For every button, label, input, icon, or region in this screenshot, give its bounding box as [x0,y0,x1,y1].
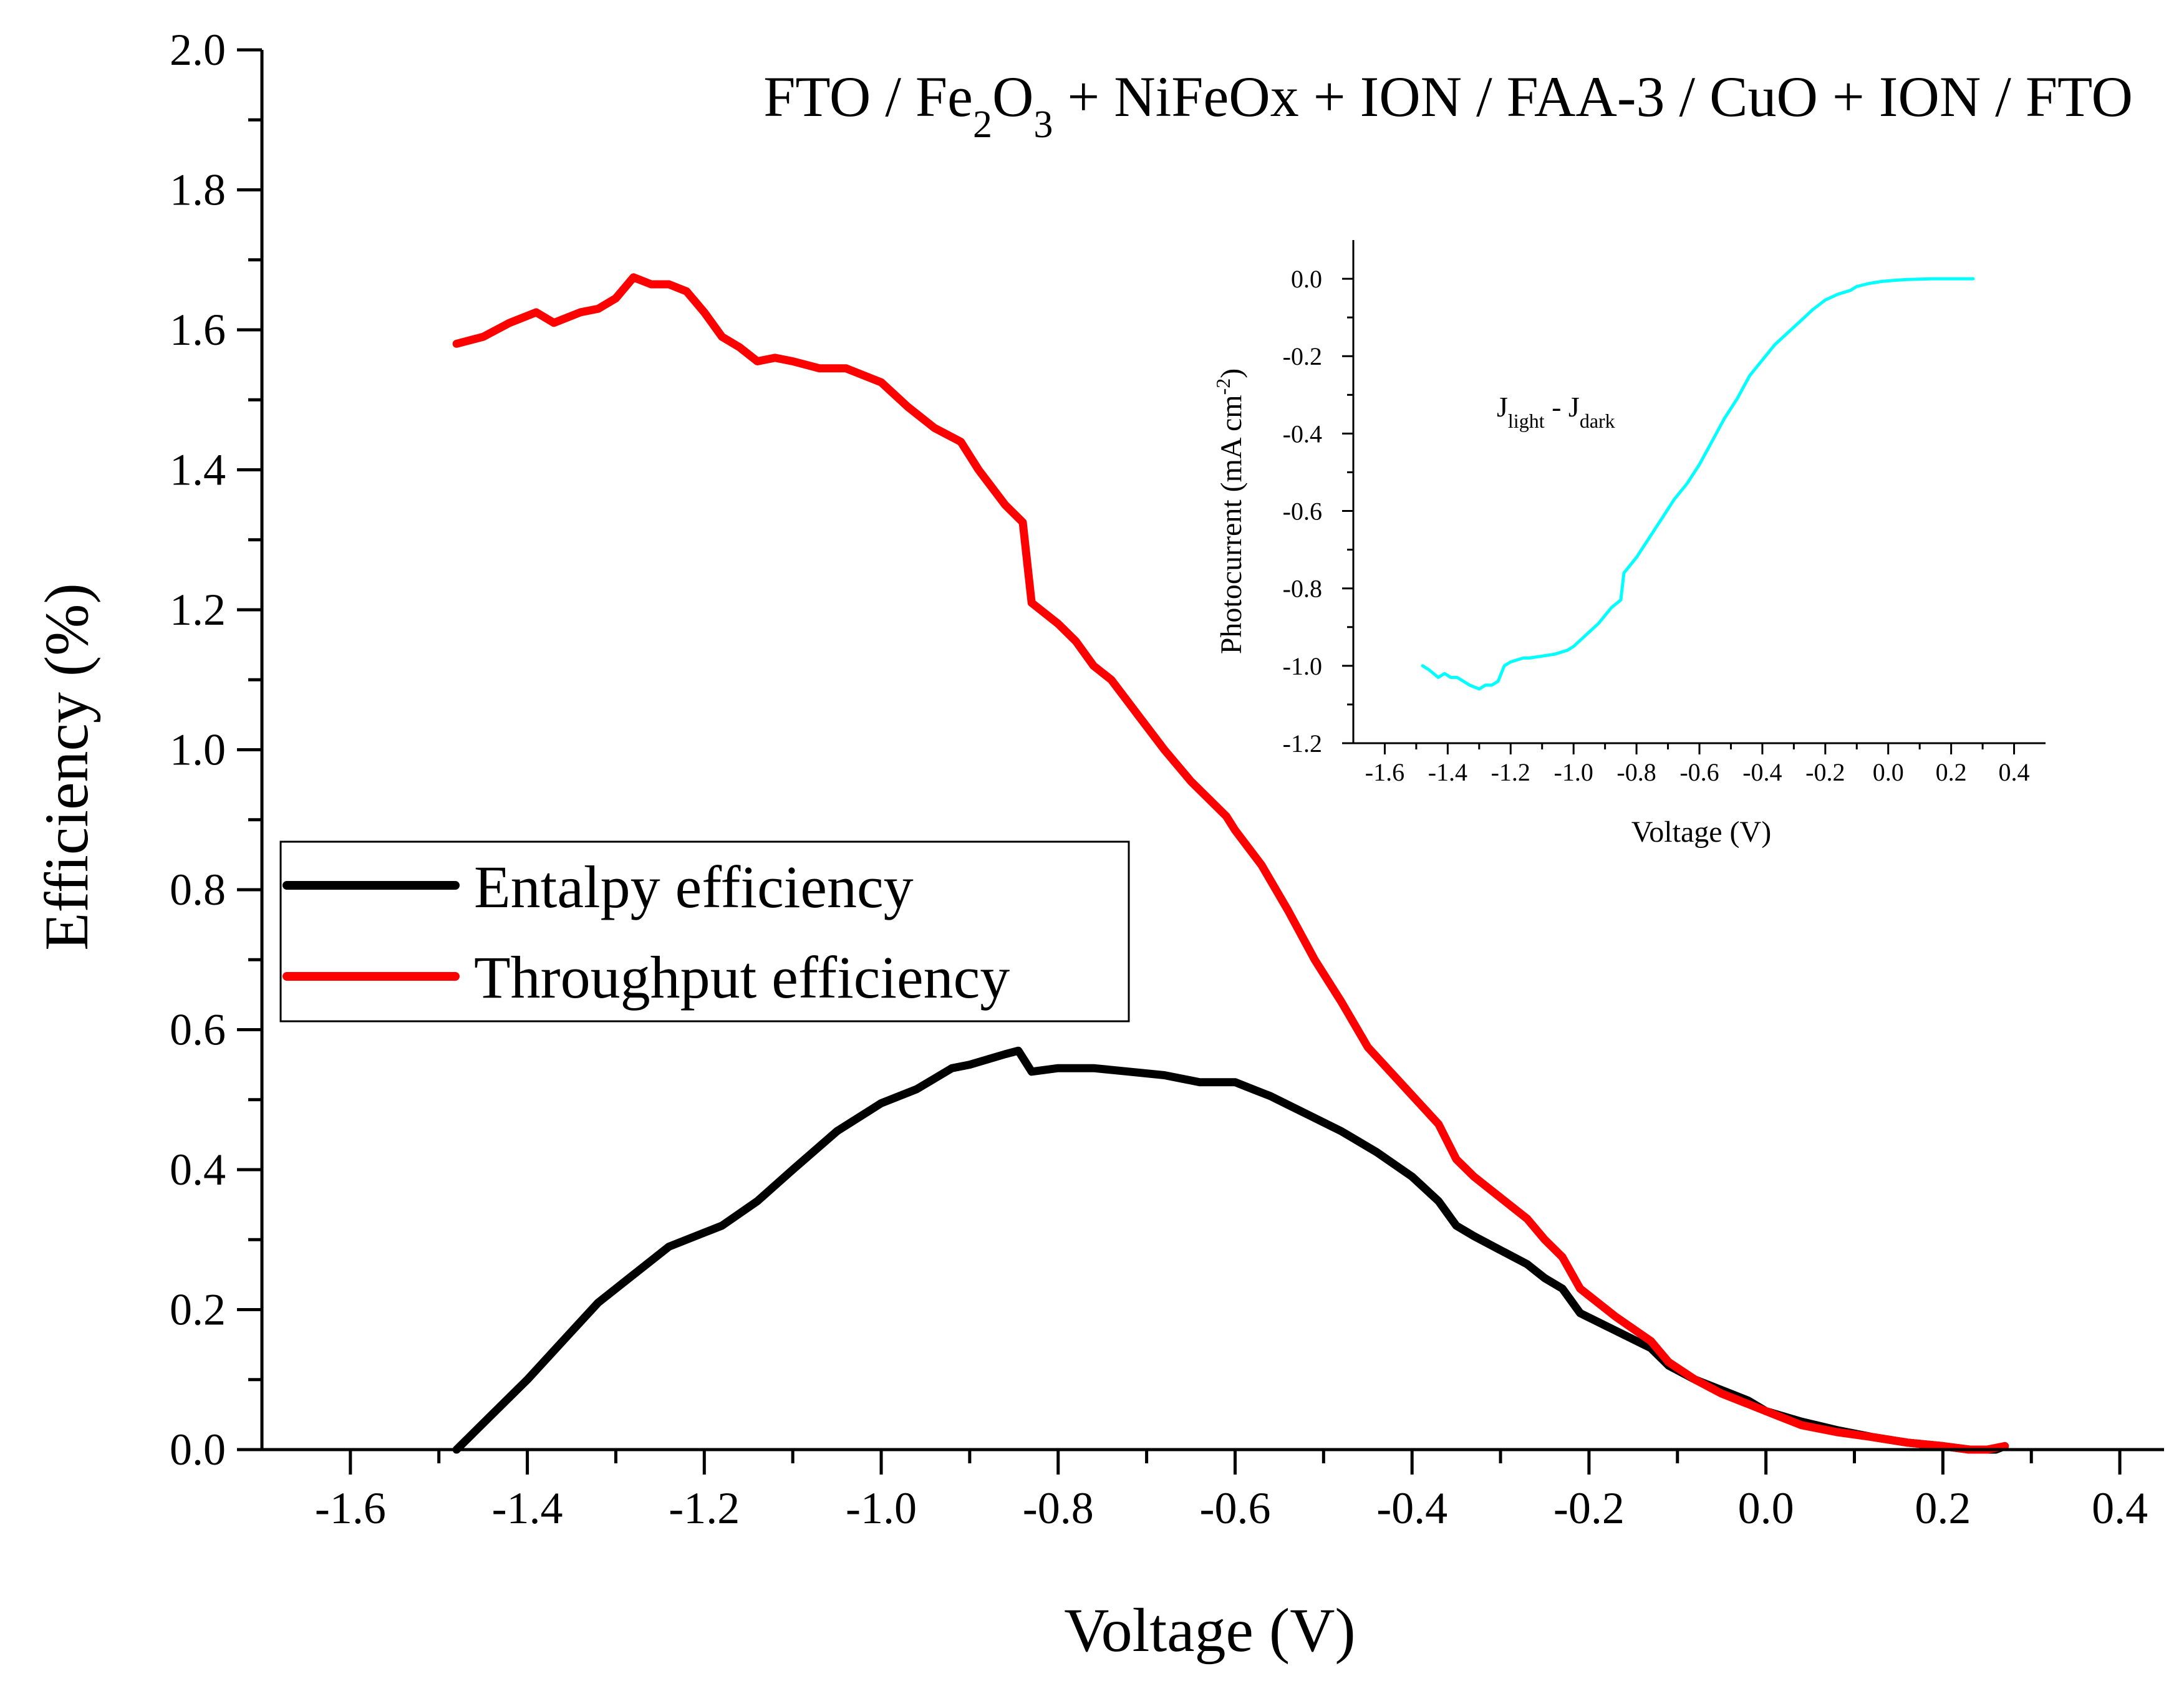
main-y-tick-label: 0.6 [170,1005,226,1055]
main-series [452,273,2009,1454]
main-x-tick-label: -1.2 [669,1483,740,1533]
main-x-tick-label: -0.4 [1376,1483,1447,1533]
inset-x-tick-label: -0.2 [1805,758,1845,786]
main-x-tick-label: 0.2 [1915,1483,1971,1533]
title-part-2: O [992,65,1033,128]
inset-y-tick-label: -0.2 [1283,342,1322,370]
main-x-tick-label: -1.0 [846,1483,917,1533]
main-ticks: -1.6 -1.4 -1.2 -1.0 -0.8 -0.6 -0.4 -0.2 0.0 0.2 0.… [170,25,2148,1533]
inset-annot-part-1: J [1497,391,1508,423]
inset-y-tick-label: -1.0 [1283,652,1322,680]
main-y-tick-label: 0.2 [170,1285,226,1335]
inset-series-line-0 [1421,277,1975,691]
title-subscript-2: 3 [1033,103,1053,146]
main-x-tick-label: 0.4 [2092,1483,2148,1533]
inset-annot-subscript-1: light [1508,410,1545,432]
title-subscript-1: 2 [973,103,992,146]
inset-axes [1352,240,2046,744]
inset-ylabel-superscript: -2 [1212,378,1234,395]
main-x-tick-label: -0.8 [1023,1483,1094,1533]
title-part-3: + NiFeOx + ION / FAA-3 / CuO + ION / FTO [1053,65,2133,128]
inset-x-axis-title: Voltage (V) [1631,816,1771,849]
main-y-tick-label: 0.8 [170,865,226,915]
inset-plot: -1.6 -1.4 -1.2 -1.0 -0.8 -0.6 -0.4 -0.2 0.0 0.2 0.… [1212,240,2046,849]
inset-ticks: -1.6 -1.4 -1.2 -1.0 -0.8 -0.6 -0.4 -0.2 0.0 0.2 0.… [1283,265,2030,786]
main-x-tick-label: -0.6 [1199,1483,1270,1533]
inset-annot-subscript-2: dark [1580,410,1615,432]
main-y-tick-label: 1.2 [170,585,226,635]
main-y-tick-label: 1.0 [170,725,226,775]
inset-ylabel-part-1: Photocurrent (mA cm [1215,395,1248,654]
main-y-tick-label: 0.0 [170,1425,226,1475]
inset-y-tick-label: 0.0 [1291,265,1322,293]
main-y-tick-label: 1.8 [170,165,226,215]
inset-annotation: Jlight - Jdark [1497,391,1615,432]
inset-y-tick-label: -0.6 [1283,498,1322,526]
inset-x-tick-label: 0.4 [1999,758,2030,786]
inset-y-tick-label: -1.2 [1283,729,1322,758]
inset-y-tick-label: -0.8 [1283,575,1322,603]
inset-x-tick-label: -1.0 [1554,758,1593,786]
inset-x-tick-label: -0.8 [1616,758,1656,786]
inset-x-tick-label: -1.4 [1428,758,1467,786]
inset-x-tick-label: -1.6 [1365,758,1404,786]
inset-y-tick-label: -0.4 [1283,420,1322,448]
legend-label-entalpy: Entalpy efficiency [474,854,914,920]
inset-x-tick-label: 0.0 [1873,758,1904,786]
inset-x-tick-label: -1.2 [1491,758,1530,786]
inset-x-tick-label: -0.6 [1679,758,1719,786]
legend-box [279,840,1130,1023]
main-y-tick-label: 1.6 [170,305,226,355]
inset-series [1421,277,1975,691]
main-series-line-1 [452,273,2009,1454]
inset-x-tick-label: 0.2 [1936,758,1967,786]
inset-ylabel-part-2: ) [1215,368,1248,378]
inset-annot-part-2: - J [1545,391,1580,423]
y-axis-title: Efficiency (%) [32,583,101,951]
main-y-tick-label: 2.0 [170,25,226,75]
main-x-tick-label: 0.0 [1738,1483,1794,1533]
main-y-tick-label: 0.4 [170,1145,226,1195]
main-plot: -1.6 -1.4 -1.2 -1.0 -0.8 -0.6 -0.4 -0.2 0.0 0.2 0.… [32,25,2164,1665]
legend: Entalpy efficiency Throughput efficiency [279,840,1130,1023]
title-part-1: FTO / Fe [763,65,973,128]
main-x-tick-label: -1.4 [492,1483,563,1533]
main-x-tick-label: -0.2 [1553,1483,1625,1533]
chart-title: FTO / Fe2O3 + NiFeOx + ION / FAA-3 / CuO… [763,65,2133,146]
inset-y-axis-title: Photocurrent (mA cm-2) [1212,368,1248,655]
inset-x-tick-label: -0.4 [1742,758,1782,786]
x-axis-title: Voltage (V) [1064,1596,1355,1665]
legend-label-throughput: Throughput efficiency [474,944,1010,1011]
main-x-tick-label: -1.6 [315,1483,386,1533]
main-axes [260,50,2164,1451]
main-y-tick-label: 1.4 [170,445,226,495]
